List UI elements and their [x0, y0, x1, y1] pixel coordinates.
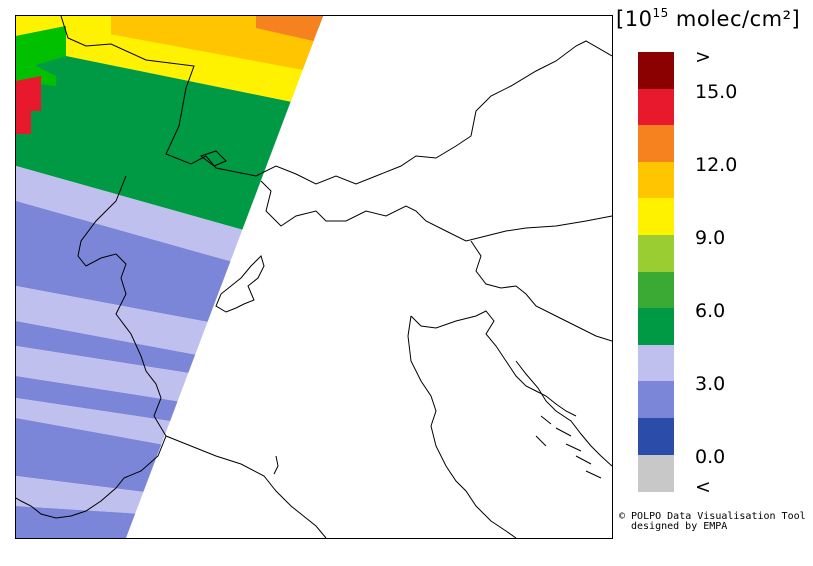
legend-label-3: 3.0 [695, 373, 726, 395]
map-canvas [16, 16, 612, 538]
legend-label-12: 12.0 [695, 154, 738, 176]
legend-swatch [638, 161, 674, 199]
satellite-swath [16, 16, 323, 538]
band-blue-5 [16, 506, 323, 538]
coast-italy-west [165, 435, 327, 538]
border-swiss-austria [260, 180, 612, 242]
legend-swatch [638, 198, 674, 236]
border-france-italy [16, 175, 167, 519]
legend-swatch [638, 418, 674, 455]
legend-label-9: 9.0 [695, 227, 726, 249]
lake-geneva [199, 150, 227, 167]
band-amber [111, 16, 323, 76]
legend-label-6: 6.0 [695, 300, 726, 322]
legend-swatch [638, 344, 674, 382]
border-north [60, 16, 612, 185]
border-slovenia-croatia [470, 240, 612, 342]
legend-swatch [638, 381, 674, 419]
band-green-left [16, 56, 56, 86]
legend-label-above: > [695, 46, 711, 68]
unit-exponent: 15 [652, 6, 669, 20]
legend-swatch [638, 88, 674, 126]
legend-label-0: 0.0 [695, 446, 726, 468]
border-corsica-hint [273, 455, 279, 475]
unit-bracket-close: ] [791, 7, 801, 31]
coast-italy-east [407, 315, 517, 538]
legend-swatch [638, 125, 674, 163]
legend-swatch [638, 235, 674, 272]
croatian-islands [535, 415, 602, 479]
legend-swatch [638, 271, 674, 309]
band-red-2 [16, 111, 31, 134]
credit-line-2: designed by EMPA [631, 521, 728, 532]
legend-swatch [638, 454, 674, 492]
credit-line-1: © POLPO Data Visualisation Tool [619, 511, 806, 522]
band-red-1 [16, 76, 41, 111]
legend-swatch [638, 52, 674, 89]
band-yellow [66, 26, 323, 111]
band-green-light [16, 26, 66, 71]
map-panel [15, 15, 613, 539]
band-green-strip [16, 134, 41, 146]
legend-unit-title: [1015 molec/cm²] [616, 6, 800, 31]
coast-croatia [515, 360, 612, 467]
legend-swatch [638, 308, 674, 346]
border-italy-west [215, 255, 265, 313]
country-borders [16, 16, 612, 538]
coast-adriatic-north [410, 310, 577, 417]
unit-bracket-open: [ [616, 7, 625, 31]
unit-suffix: molec/cm² [668, 7, 792, 31]
unit-prefix: 10 [624, 7, 653, 31]
legend-label-below: < [695, 476, 711, 498]
legend-label-15: 15.0 [695, 81, 738, 103]
credit-text: © POLPO Data Visualisation Tool designed… [619, 512, 806, 532]
